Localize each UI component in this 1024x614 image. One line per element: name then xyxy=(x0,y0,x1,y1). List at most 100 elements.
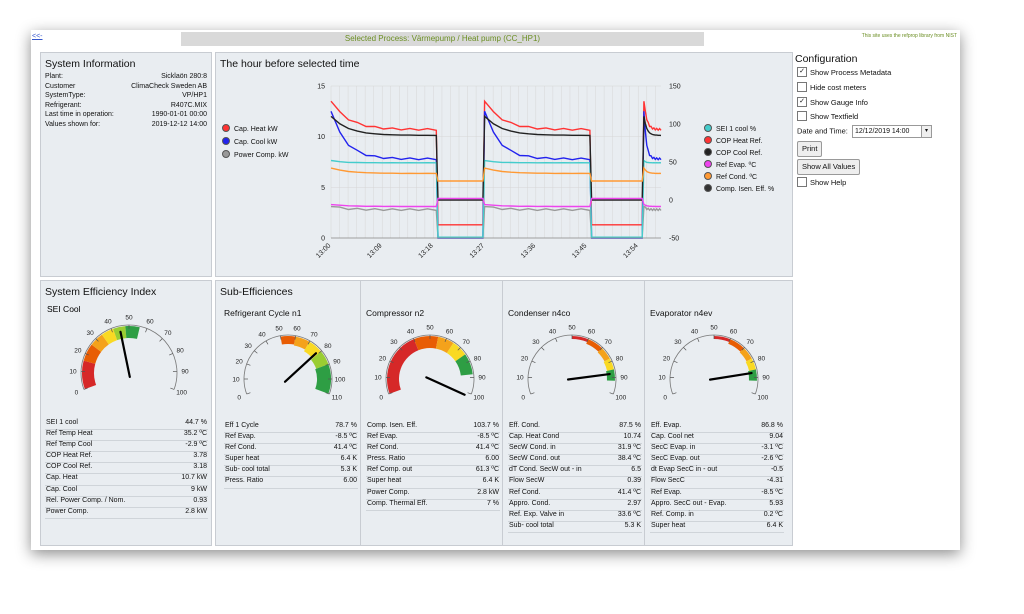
show-all-values-button[interactable]: Show All Values xyxy=(797,159,861,175)
gauge-tick-label: 10 xyxy=(232,377,240,384)
gauge-tick-label: 100 xyxy=(176,390,187,397)
config-checkbox[interactable]: ✓ xyxy=(797,67,807,78)
row-value: 10.74 xyxy=(623,433,641,441)
date-time-input[interactable]: 12/12/2019 14:00 xyxy=(851,125,922,138)
gauge-tick-label: 40 xyxy=(691,328,699,335)
sub-eff-column-title: Condenser n4co xyxy=(508,308,571,318)
gauge-tick xyxy=(325,392,330,395)
sei-panel: System Efficiency Index SEI Cool 0 10 20 30… xyxy=(40,280,212,546)
gauge-tick-label: 60 xyxy=(588,328,596,335)
system-info-value: ClimaCheck Sweden AB xyxy=(131,82,207,90)
gauge-tick-label: 90 xyxy=(333,359,341,366)
x-tick-label: 13:45 xyxy=(571,242,588,259)
gauge-needle xyxy=(566,372,611,381)
show-help-checkbox[interactable] xyxy=(797,177,807,188)
config-option-label: Show Textfield xyxy=(810,112,859,122)
row-value: 44.7 % xyxy=(185,419,207,426)
system-info-label: Last time in operation: xyxy=(45,111,114,119)
gauge-tick xyxy=(531,360,536,364)
gauge-tick xyxy=(530,392,535,395)
config-checkbox[interactable] xyxy=(797,111,807,122)
y-left-tick-label: 5 xyxy=(321,185,325,192)
sub-eff-column: Evaporator n4ev 0 10 20 30 40 50 60 70 80 90 100 Eff… xyxy=(648,281,786,546)
y-left-tick-label: 15 xyxy=(317,84,325,91)
chart-legend-item[interactable]: Cap. Cool kW xyxy=(222,137,277,146)
legend-label: COP Cool Ref. xyxy=(716,149,763,157)
table-row: Power Comp. 2.8 kW xyxy=(366,489,500,500)
chart-legend-item[interactable]: SEI 1 cool % xyxy=(704,124,756,133)
config-checkbox[interactable]: ✓ xyxy=(797,96,807,107)
gauge-band xyxy=(304,341,321,359)
gauge-band xyxy=(586,339,602,352)
chart-legend-item[interactable]: Comp. Isen. Eff. % xyxy=(704,184,774,193)
row-label: Flow SecC xyxy=(651,477,685,485)
gauge-band xyxy=(714,336,731,342)
row-label: Ref Evap. xyxy=(651,488,682,496)
chart-legend-item[interactable]: COP Cool Ref. xyxy=(704,148,763,157)
gauge-band xyxy=(310,351,329,369)
config-option-row[interactable]: ✓ Show Gauge Info xyxy=(797,96,868,109)
show-help-row[interactable]: Show Help xyxy=(797,177,846,189)
config-title: Configuration xyxy=(795,53,858,65)
gauge-tick-label: 110 xyxy=(332,394,343,401)
sei-table: SEI 1 cool 44.7 % Ref Temp Heat 35.2 ºC Ref … xyxy=(45,419,208,519)
chart-legend-item[interactable]: Cap. Heat kW xyxy=(222,124,278,133)
gauge-tick-label: 0 xyxy=(75,390,79,397)
table-row: Cap. Heat 10.7 kW xyxy=(45,474,208,486)
gauge-tick xyxy=(466,360,471,364)
gauge-tick xyxy=(110,328,113,333)
gauge-tick xyxy=(750,360,755,364)
legend-marker-icon xyxy=(222,137,230,145)
gauge-tick-label: 10 xyxy=(374,375,382,382)
cap-heat-line xyxy=(330,99,662,226)
gauge-tick-label: 0 xyxy=(237,394,241,401)
row-label: Power Comp. xyxy=(367,488,410,496)
gauge-tick xyxy=(751,392,756,395)
row-value: 5.93 xyxy=(769,499,783,507)
gauge-band xyxy=(413,336,439,351)
gauge-tick-label: 20 xyxy=(74,348,82,355)
config-checkbox[interactable] xyxy=(797,81,807,92)
chevron-down-icon[interactable]: ▾ xyxy=(920,125,932,138)
system-info-value: 1990-01-01 00:00 xyxy=(151,111,207,119)
chart-legend-item[interactable]: Ref Evap. ºC xyxy=(704,160,756,169)
gauge-band xyxy=(606,369,615,381)
table-row: SecC Evap. in -3.1 ºC xyxy=(650,444,784,456)
y-right-tick-label: -50 xyxy=(669,236,679,243)
gauge-band xyxy=(748,369,757,381)
gauge-arc xyxy=(527,334,617,395)
gauge-tick xyxy=(586,338,589,343)
config-option-row[interactable]: Show Textfield xyxy=(797,111,858,123)
table-row: Press. Ratio 6.00 xyxy=(224,477,358,489)
chart-legend-item[interactable]: Ref Cond. ºC xyxy=(704,172,757,181)
print-button[interactable]: Print xyxy=(797,141,823,157)
gauge-tick-label: 60 xyxy=(293,325,301,332)
gauge-tick-label: 100 xyxy=(335,377,346,384)
chart-legend-item[interactable]: Power Comp. kW xyxy=(222,150,288,159)
x-tick-label: 13:36 xyxy=(520,242,537,259)
table-row: Appro. Cond. 2.97 xyxy=(508,500,642,511)
y-right-tick-label: 150 xyxy=(669,84,681,91)
gauge-tick-label: 60 xyxy=(146,319,154,326)
gauge-band xyxy=(125,326,140,339)
row-value: -2.6 ºC xyxy=(761,455,783,463)
config-option-label: Show Gauge Info xyxy=(810,97,868,107)
config-option-row[interactable]: ✓ Show Process Metadata xyxy=(797,67,891,79)
sub-eff-title: Sub-Efficiences xyxy=(220,286,293,298)
gauge-tick-label: 80 xyxy=(324,343,332,350)
sub-eff-gauge: 0 10 20 30 40 50 60 70 80 90 100 xyxy=(658,325,770,402)
row-label: Press. Ratio xyxy=(367,455,406,463)
table-row: Ref Cond. 41.4 ºC xyxy=(508,489,642,500)
back-link[interactable]: <<- xyxy=(32,33,43,40)
table-row: Eff. Cond. 87.5 % xyxy=(508,422,642,434)
gauge-tick-label: 20 xyxy=(379,355,387,362)
gauge-tick xyxy=(325,363,330,366)
gauge-tick xyxy=(697,338,700,343)
row-label: Ref Evap. xyxy=(367,433,398,441)
chart-legend-item[interactable]: COP Heat Ref. xyxy=(704,136,763,145)
gauge-tick xyxy=(95,338,99,342)
gauge-tick-label: 0 xyxy=(521,394,525,401)
table-row: Rel. Power Comp. / Nom. 0.93 xyxy=(45,497,208,508)
gauge-needle xyxy=(425,376,466,396)
config-option-row[interactable]: Hide cost meters xyxy=(797,81,866,94)
